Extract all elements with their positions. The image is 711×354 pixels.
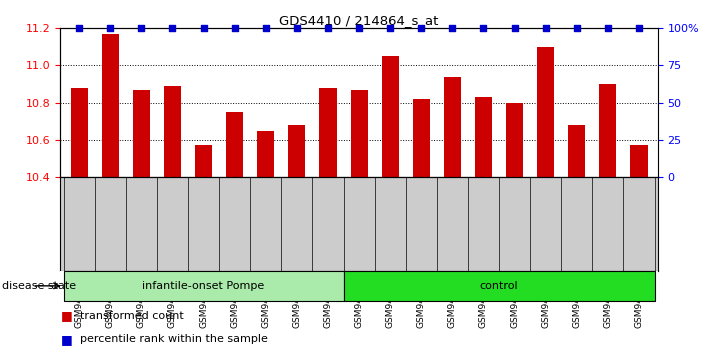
Bar xyxy=(195,145,212,177)
Bar xyxy=(288,125,306,177)
Bar xyxy=(343,271,655,301)
Text: percentile rank within the sample: percentile rank within the sample xyxy=(80,334,268,344)
Point xyxy=(634,25,645,31)
Text: control: control xyxy=(480,281,518,291)
Bar xyxy=(319,88,336,177)
Bar xyxy=(257,131,274,177)
Bar xyxy=(444,77,461,177)
Point xyxy=(385,25,396,31)
Point xyxy=(322,25,333,31)
Bar xyxy=(382,56,399,177)
Bar xyxy=(412,99,430,177)
Bar xyxy=(351,90,368,177)
Bar xyxy=(63,271,343,301)
Point xyxy=(136,25,147,31)
Bar xyxy=(164,86,181,177)
Point xyxy=(540,25,552,31)
Point xyxy=(447,25,458,31)
Bar xyxy=(475,97,492,177)
Bar xyxy=(631,145,648,177)
Title: GDS4410 / 214864_s_at: GDS4410 / 214864_s_at xyxy=(279,14,439,27)
Bar xyxy=(568,125,585,177)
Bar xyxy=(537,47,555,177)
Point xyxy=(292,25,303,31)
Point xyxy=(260,25,272,31)
Text: infantile-onset Pompe: infantile-onset Pompe xyxy=(142,281,264,291)
Text: ■: ■ xyxy=(60,333,73,346)
Text: transformed count: transformed count xyxy=(80,311,184,321)
Text: disease state: disease state xyxy=(2,281,76,291)
Bar xyxy=(599,84,616,177)
Point xyxy=(602,25,614,31)
Bar xyxy=(133,90,150,177)
Point xyxy=(415,25,427,31)
Text: ■: ■ xyxy=(60,309,73,322)
Point xyxy=(353,25,365,31)
Point xyxy=(571,25,582,31)
Bar xyxy=(70,88,87,177)
Bar xyxy=(506,103,523,177)
Point xyxy=(73,25,85,31)
Point xyxy=(105,25,116,31)
Bar xyxy=(102,34,119,177)
Bar xyxy=(226,112,243,177)
Point xyxy=(509,25,520,31)
Point xyxy=(166,25,178,31)
Point xyxy=(478,25,489,31)
Point xyxy=(198,25,209,31)
Point xyxy=(229,25,240,31)
